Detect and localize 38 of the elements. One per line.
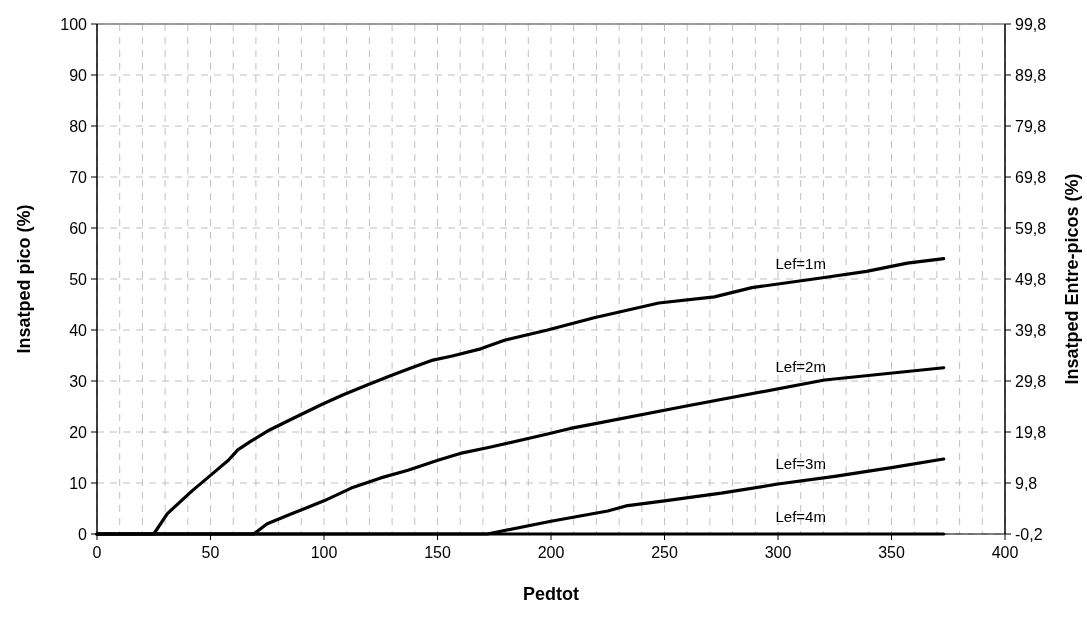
y2-tick-label: 19,8 (1015, 423, 1047, 441)
x-axis-title: Pedtot (523, 584, 579, 604)
y2-tick-label: 49,8 (1015, 270, 1047, 288)
y-tick-label: 10 (69, 474, 88, 492)
y-tick-label: 0 (78, 525, 88, 543)
y-tick-label: 70 (69, 168, 88, 186)
y-tick-label: 100 (60, 15, 88, 33)
x-tick-label: 50 (201, 544, 220, 561)
series-label: Lef=3m (775, 454, 826, 472)
x-tick-label: 200 (537, 544, 565, 561)
y-tick-label: 80 (69, 117, 88, 135)
y2-tick-label: -0,2 (1015, 525, 1043, 543)
y2-tick-label: 79,8 (1015, 117, 1047, 135)
y-tick-label: 60 (69, 219, 88, 237)
y-axis-title: Insatped pico (%) (14, 204, 34, 354)
y2-tick-label: 99,8 (1015, 15, 1047, 33)
x-tick-label: 250 (651, 544, 678, 561)
x-tick-label: 400 (991, 544, 1019, 561)
series-label: Lef=4m (775, 508, 826, 525)
y2-tick-label: 39,8 (1015, 321, 1047, 339)
y2-tick-label: 89,8 (1015, 66, 1047, 84)
y2-tick-label: 69,8 (1015, 168, 1047, 186)
y-tick-label: 30 (69, 372, 88, 390)
y2-tick-label: 9,8 (1015, 474, 1038, 492)
y2-tick-label: 29,8 (1015, 372, 1047, 390)
x-tick-label: 0 (92, 544, 102, 561)
series-label: Lef=1m (775, 254, 826, 272)
y-tick-label: 40 (69, 321, 88, 339)
x-tick-label: 350 (878, 544, 905, 561)
x-tick-label: 100 (310, 544, 338, 561)
y-tick-label: 90 (69, 66, 88, 84)
series-label: Lef=2m (775, 358, 826, 376)
y2-tick-label: 59,8 (1015, 219, 1047, 237)
x-tick-label: 150 (424, 544, 451, 561)
x-tick-label: 300 (764, 544, 792, 561)
y2-axis-title: Insatped Entre-picos (%) (1062, 173, 1082, 385)
y-tick-label: 50 (69, 270, 88, 288)
y-tick-label: 20 (69, 423, 88, 441)
